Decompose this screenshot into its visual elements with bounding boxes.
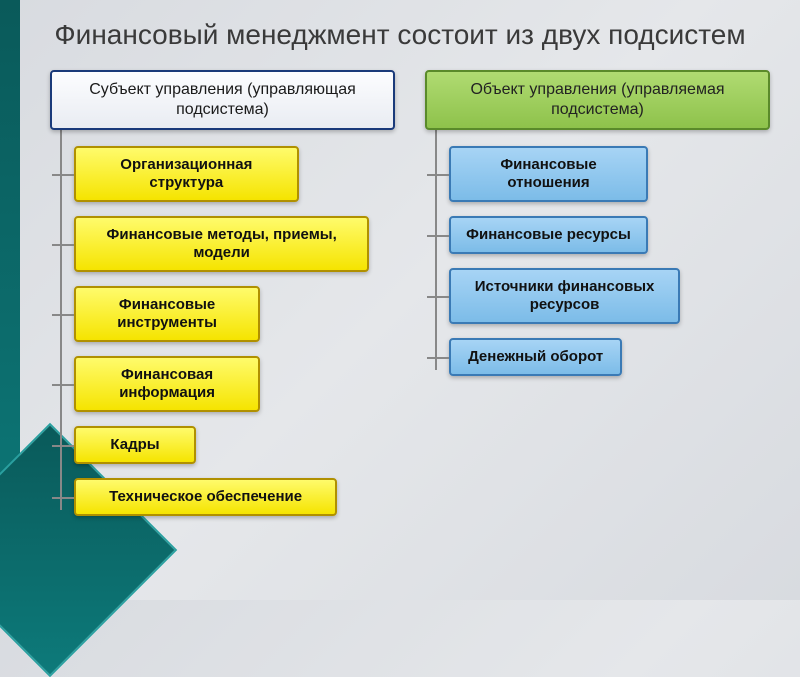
subject-item: Финансовая информация: [74, 356, 260, 412]
column-subject: Субъект управления (управляющая подсисте…: [50, 70, 395, 530]
object-items: Финансовые отношения Финансовые ресурсы …: [425, 146, 770, 376]
object-item: Источники финансовых ресурсов: [449, 268, 680, 324]
subject-item: Организационная структура: [74, 146, 299, 202]
connector-vertical-left: [60, 130, 62, 510]
object-header: Объект управления (управляемая подсистем…: [425, 70, 770, 130]
subject-items: Организационная структура Финансовые мет…: [50, 146, 395, 516]
column-object: Объект управления (управляемая подсистем…: [425, 70, 770, 530]
page-title: Финансовый менеджмент состоит из двух по…: [0, 0, 800, 60]
object-item: Денежный оборот: [449, 338, 622, 376]
subject-item: Кадры: [74, 426, 196, 464]
object-item: Финансовые отношения: [449, 146, 648, 202]
subject-item: Финансовые методы, приемы, модели: [74, 216, 369, 272]
subject-item: Техническое обеспечение: [74, 478, 337, 516]
subject-header: Субъект управления (управляющая подсисте…: [50, 70, 395, 130]
diagram-columns: Субъект управления (управляющая подсисте…: [0, 60, 800, 530]
object-item: Финансовые ресурсы: [449, 216, 648, 254]
connector-vertical-right: [435, 130, 437, 370]
subject-item: Финансовые инструменты: [74, 286, 260, 342]
